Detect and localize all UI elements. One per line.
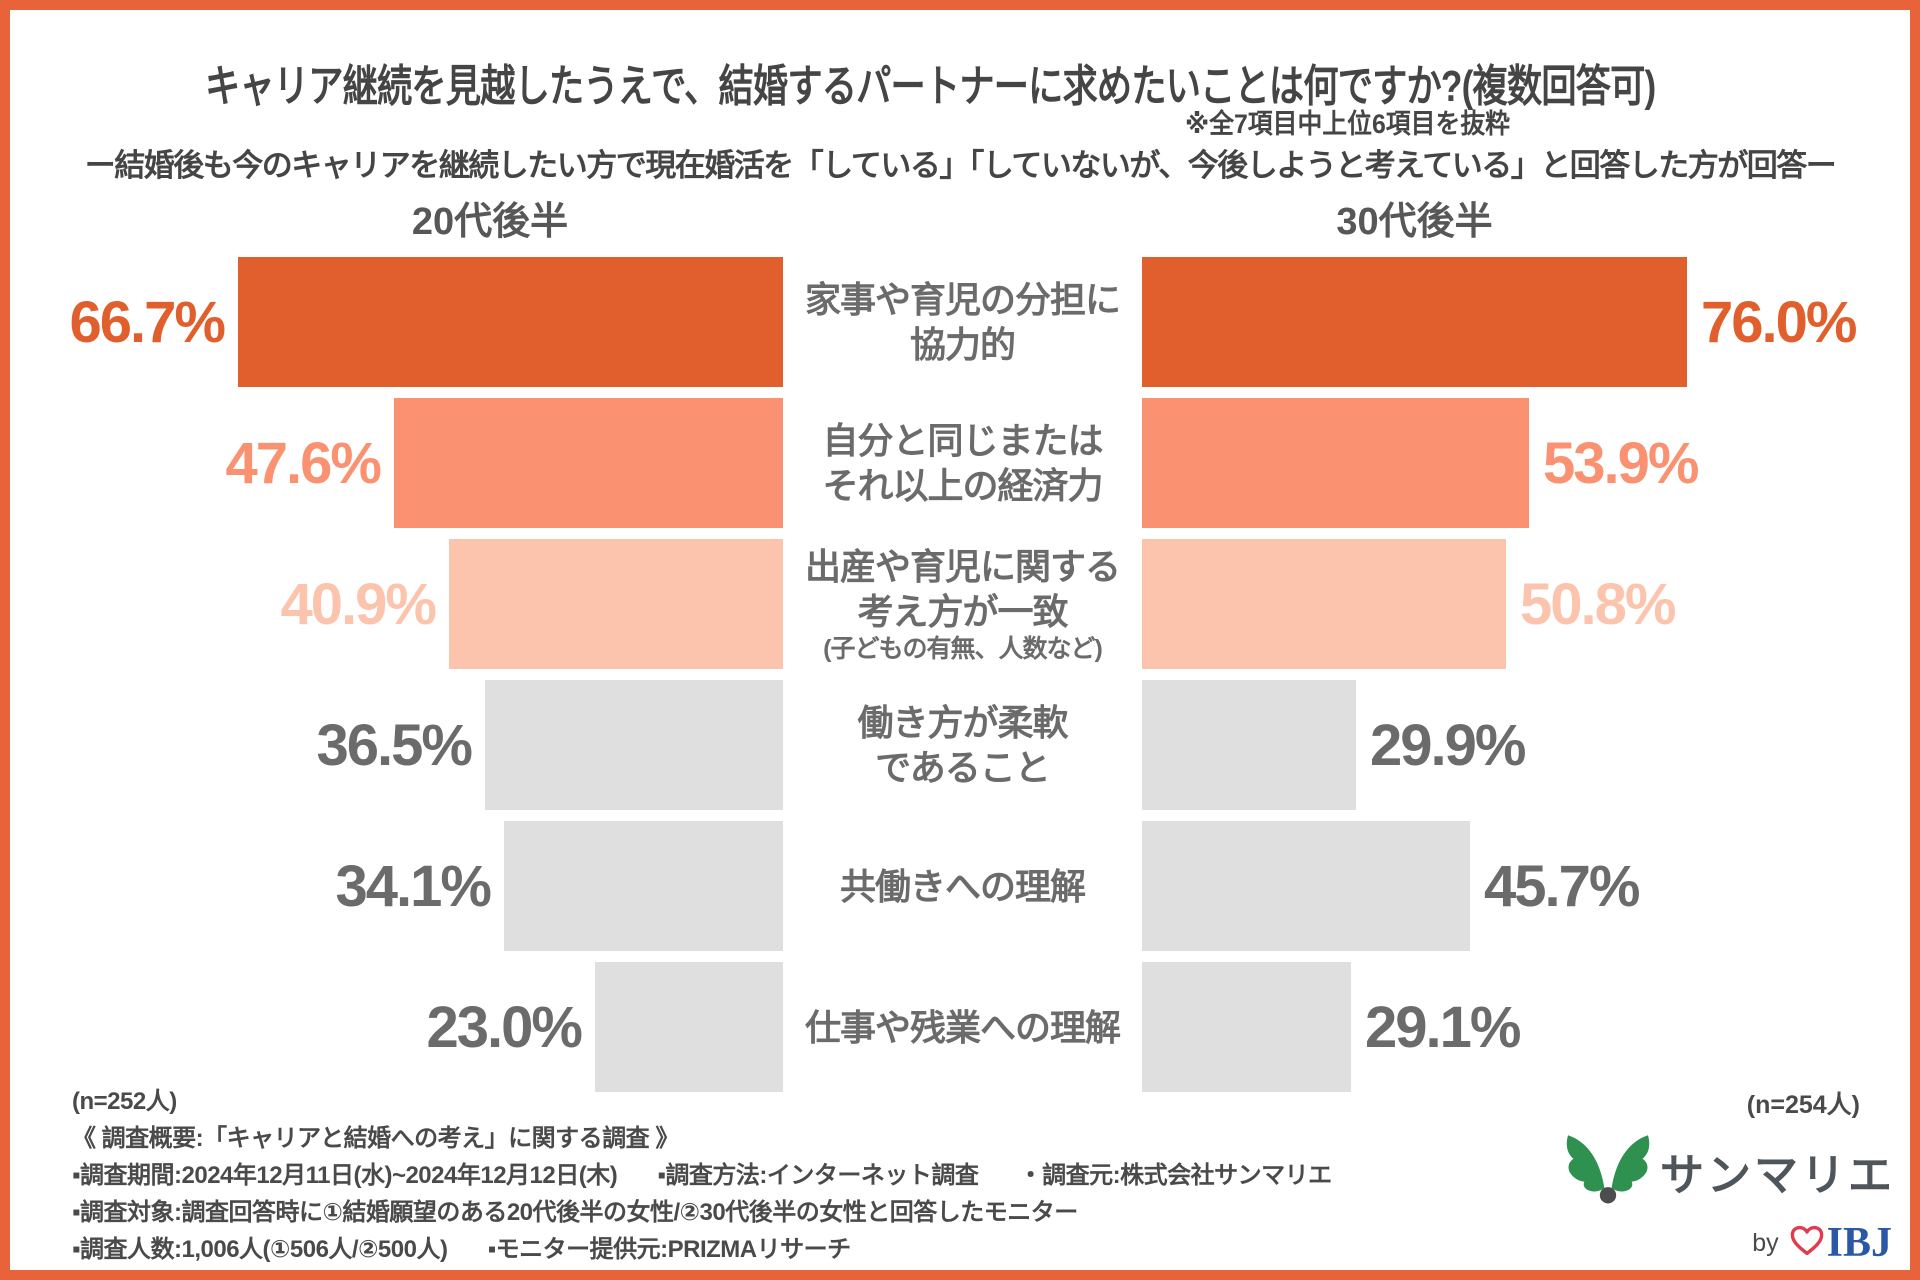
category-label: 共働きへの理解 <box>783 821 1142 951</box>
butterfly-chart: 66.7% 家事や育児の分担に 協力的 76.0% 47.6% 自分と同じまたは それ以上の… <box>10 257 1910 1103</box>
category-line: 協力的 <box>909 324 1016 365</box>
survey-period-method-source: ▪調査期間:2024年12月11日(水)~2024年12月12日(木) ▪調査方… <box>72 1161 1332 1190</box>
value-label-left: 40.9% <box>280 571 437 637</box>
category-label: 自分と同じまたは それ以上の経済力 <box>783 398 1142 528</box>
category-line: 仕事や残業への理解 <box>804 1006 1121 1048</box>
chart-row: 40.9% 出産や育児に関する 考え方が一致 (子どもの有無、人数など) 50.8% <box>10 539 1910 669</box>
brand-name: サンマリエ <box>1660 1150 1895 1200</box>
leaf-logo-icon <box>1562 1128 1654 1213</box>
brand-logo-byline: by IBJ <box>1562 1219 1900 1267</box>
chart-row: 23.0% 仕事や残業への理解 29.1% <box>10 962 1910 1092</box>
brand-logo-main: サンマリエ <box>1562 1128 1900 1213</box>
value-label-right: 29.9% <box>1370 712 1526 778</box>
title-note: ※全7項目中上位6項目を抜粋 <box>1184 109 1510 139</box>
value-label-right: 53.9% <box>1543 430 1699 496</box>
by-label: by <box>1752 1228 1779 1257</box>
survey-overview: (n=252人) 《 調査概要:「キャリアと結婚への考え」に関する調査 》 ▪調… <box>72 1087 1332 1270</box>
value-label-left: 36.5% <box>316 712 473 778</box>
value-label-left: 23.0% <box>426 994 583 1060</box>
value-label-right: 50.8% <box>1520 571 1676 637</box>
heart-icon <box>1789 1223 1825 1264</box>
category-line: 考え方が一致 <box>857 591 1068 632</box>
right-group-cell: 29.9% <box>1142 680 1910 810</box>
bar-left <box>238 257 783 387</box>
survey-target: ▪調査対象:調査回答時に①結婚願望のある20代後半の女性/②30代後半の女性と回… <box>72 1199 1078 1226</box>
survey-count: ▪調査人数:1,006人(①506人/②500人) <box>72 1236 448 1263</box>
bar-right <box>1142 962 1351 1092</box>
chart-row: 36.5% 働き方が柔軟 であること 29.9% <box>10 680 1910 810</box>
survey-method: ▪調査方法:インターネット調査 <box>657 1162 979 1189</box>
bar-right <box>1142 398 1529 528</box>
bar-left <box>394 398 783 528</box>
survey-title: 《 調査概要:「キャリアと結婚への考え」に関する調査 》 <box>72 1125 679 1152</box>
value-label-left: 66.7% <box>69 289 226 355</box>
category-line: それ以上の経済力 <box>822 465 1103 506</box>
category-label: 出産や育児に関する 考え方が一致 (子どもの有無、人数など) <box>783 539 1142 669</box>
subtitle: ー結婚後も今のキャリアを継続したい方で現在婚活を「している」「していないが、今後… <box>84 148 1837 183</box>
ibj-wordmark: IBJ <box>1826 1220 1892 1266</box>
right-group-cell: 45.7% <box>1142 821 1910 951</box>
right-group-cell: 50.8% <box>1142 539 1910 669</box>
survey-source: ・調査元:株式会社サンマリエ <box>1018 1162 1333 1189</box>
left-group-cell: 36.5% <box>10 680 783 810</box>
category-line: 出産や育児に関する <box>804 546 1121 587</box>
right-group-cell: 53.9% <box>1142 398 1910 528</box>
chart-row: 47.6% 自分と同じまたは それ以上の経済力 53.9% <box>10 398 1910 528</box>
category-note: (子どもの有無、人数など) <box>823 635 1103 663</box>
category-line: であること <box>875 747 1051 788</box>
value-label-left: 47.6% <box>225 430 382 496</box>
value-label-left: 34.1% <box>335 853 492 919</box>
value-label-right: 29.1% <box>1365 994 1521 1060</box>
bar-left <box>485 680 783 810</box>
category-label: 家事や育児の分担に 協力的 <box>783 257 1142 387</box>
category-line: 家事や育児の分担に <box>804 279 1121 320</box>
left-group-cell: 66.7% <box>10 257 783 387</box>
category-label: 働き方が柔軟 であること <box>783 680 1142 810</box>
column-header-late-20s: 20代後半 <box>411 201 569 243</box>
bar-right <box>1142 539 1506 669</box>
category-line: 自分と同じまたは <box>822 420 1103 461</box>
bar-right <box>1142 257 1687 387</box>
bar-right <box>1142 680 1356 810</box>
bar-left <box>449 539 783 669</box>
right-group-cell: 29.1% <box>1142 962 1910 1092</box>
column-header-late-30s: 30代後半 <box>1336 201 1493 243</box>
left-group-cell: 34.1% <box>10 821 783 951</box>
bar-left <box>504 821 783 951</box>
brand-logo: サンマリエ by IBJ <box>1562 1128 1900 1267</box>
left-group-cell: 40.9% <box>10 539 783 669</box>
category-line: 働き方が柔軟 <box>857 702 1068 743</box>
left-group-cell: 47.6% <box>10 398 783 528</box>
sample-size-left: (n=252人) <box>72 1088 177 1115</box>
value-label-right: 76.0% <box>1701 289 1857 355</box>
category-line: 共働きへの理解 <box>839 865 1086 907</box>
bar-left <box>595 962 783 1092</box>
sample-size-right: (n=254人) <box>1746 1091 1860 1119</box>
category-label: 仕事や残業への理解 <box>783 962 1142 1092</box>
bar-right <box>1142 821 1470 951</box>
survey-period: ▪調査期間:2024年12月11日(水)~2024年12月12日(木) <box>72 1162 618 1189</box>
survey-monitor: ▪モニター提供元:PRIZMAリサーチ <box>487 1236 852 1263</box>
chart-row: 34.1% 共働きへの理解 45.7% <box>10 821 1910 951</box>
left-group-cell: 23.0% <box>10 962 783 1092</box>
right-group-cell: 76.0% <box>1142 257 1910 387</box>
survey-count-monitor: ▪調査人数:1,006人(①506人/②500人) ▪モニター提供元:PRIZM… <box>72 1235 1332 1264</box>
chart-row: 66.7% 家事や育児の分担に 協力的 76.0% <box>10 257 1910 387</box>
value-label-right: 45.7% <box>1484 853 1640 919</box>
